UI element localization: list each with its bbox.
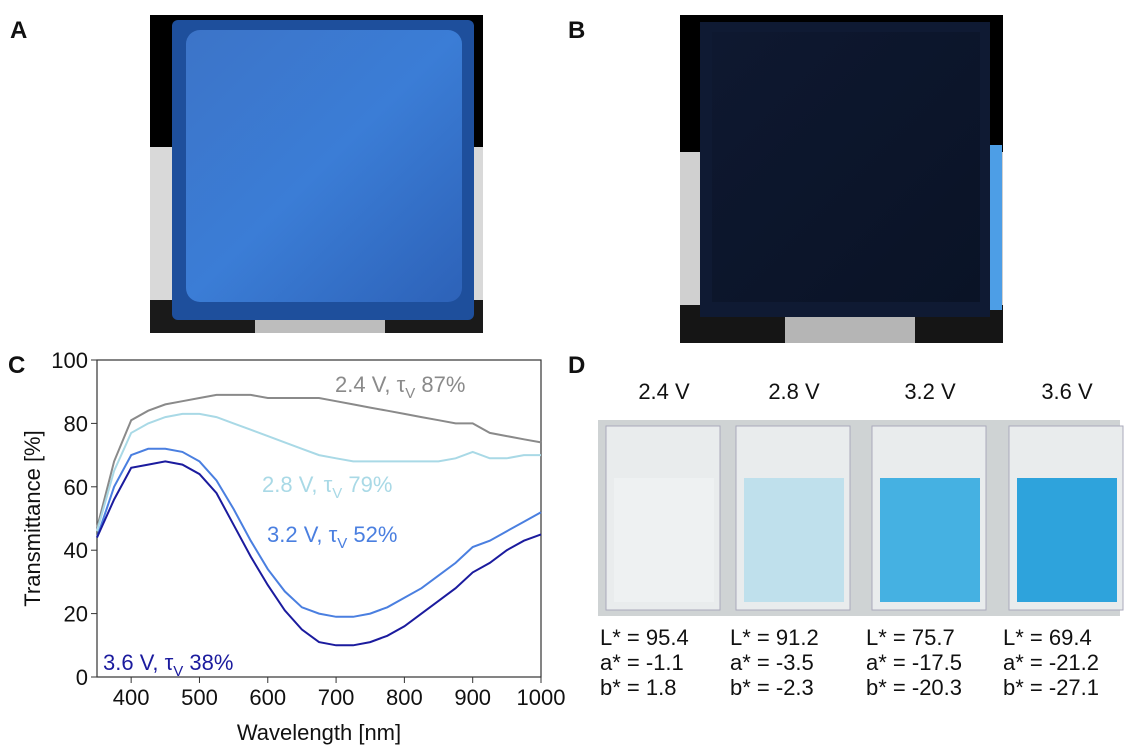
y-tick-label: 80 (64, 411, 88, 436)
x-tick-label: 800 (386, 685, 423, 710)
y-axis-title: Transmittance [%] (20, 430, 45, 606)
panel-label: C (8, 352, 25, 379)
color-value: b* = -20.3 (866, 675, 962, 700)
x-tick-label: 400 (113, 685, 150, 710)
series-annotation: 3.2 V, τV 52% (267, 522, 397, 552)
column-header: 3.6 V (1041, 379, 1093, 404)
annotation-part: 3.2 V, τ (267, 522, 338, 547)
panel-label: A (10, 17, 27, 44)
color-value: L* = 95.4 (600, 625, 689, 650)
annotation-part: V (332, 485, 342, 502)
y-tick-label: 60 (64, 475, 88, 500)
vial-liquid (880, 478, 980, 602)
color-value: b* = -27.1 (1003, 675, 1099, 700)
vial-liquid (744, 478, 844, 602)
color-value: L* = 75.7 (866, 625, 955, 650)
series-line (96, 447, 542, 618)
color-value: b* = 1.8 (600, 675, 676, 700)
annotation-part: 87% (415, 372, 465, 397)
x-tick-label: 1000 (517, 685, 566, 710)
column-header: 2.8 V (768, 379, 820, 404)
series-annotation: 2.4 V, τV 87% (335, 372, 465, 402)
annotation-part: 2.8 V, τ (262, 472, 333, 497)
annotation-part: 2.4 V, τ (335, 372, 406, 397)
y-tick-label: 40 (64, 538, 88, 563)
x-tick-label: 900 (454, 685, 491, 710)
annotation-part: 3.6 V, τ (103, 650, 174, 675)
color-value: L* = 69.4 (1003, 625, 1092, 650)
y-tick-label: 0 (76, 665, 88, 690)
series-line (96, 412, 541, 532)
y-tick-label: 20 (64, 602, 88, 627)
x-tick-label: 500 (181, 685, 218, 710)
annotation-part: 38% (183, 650, 233, 675)
x-tick-label: 700 (318, 685, 355, 710)
color-value: L* = 91.2 (730, 625, 819, 650)
vial-liquid (614, 478, 714, 602)
photo-b (680, 15, 1003, 343)
annotation-part: 79% (342, 472, 392, 497)
column-header: 3.2 V (904, 379, 956, 404)
color-value: b* = -2.3 (730, 675, 814, 700)
series-annotation: 2.8 V, τV 79% (262, 472, 392, 502)
color-value: a* = -17.5 (866, 650, 962, 675)
series-annotation: 3.6 V, τV 38% (103, 650, 233, 680)
color-value: a* = -3.5 (730, 650, 814, 675)
series-line (96, 393, 542, 529)
color-value: a* = -21.2 (1003, 650, 1099, 675)
vial-liquid (1017, 478, 1117, 602)
series-line (96, 460, 542, 647)
x-tick-label: 600 (249, 685, 286, 710)
column-header: 2.4 V (638, 379, 690, 404)
y-tick-label: 100 (51, 348, 88, 373)
plot-frame (96, 359, 542, 678)
panel-label: D (568, 352, 585, 379)
annotation-part: V (337, 535, 347, 552)
x-axis-title: Wavelength [nm] (237, 720, 401, 745)
annotation-part: 52% (347, 522, 397, 547)
panel-label: B (568, 17, 585, 44)
photo-a (150, 15, 483, 333)
color-value: a* = -1.1 (600, 650, 684, 675)
annotation-part: V (173, 663, 183, 680)
annotation-part: V (405, 385, 415, 402)
